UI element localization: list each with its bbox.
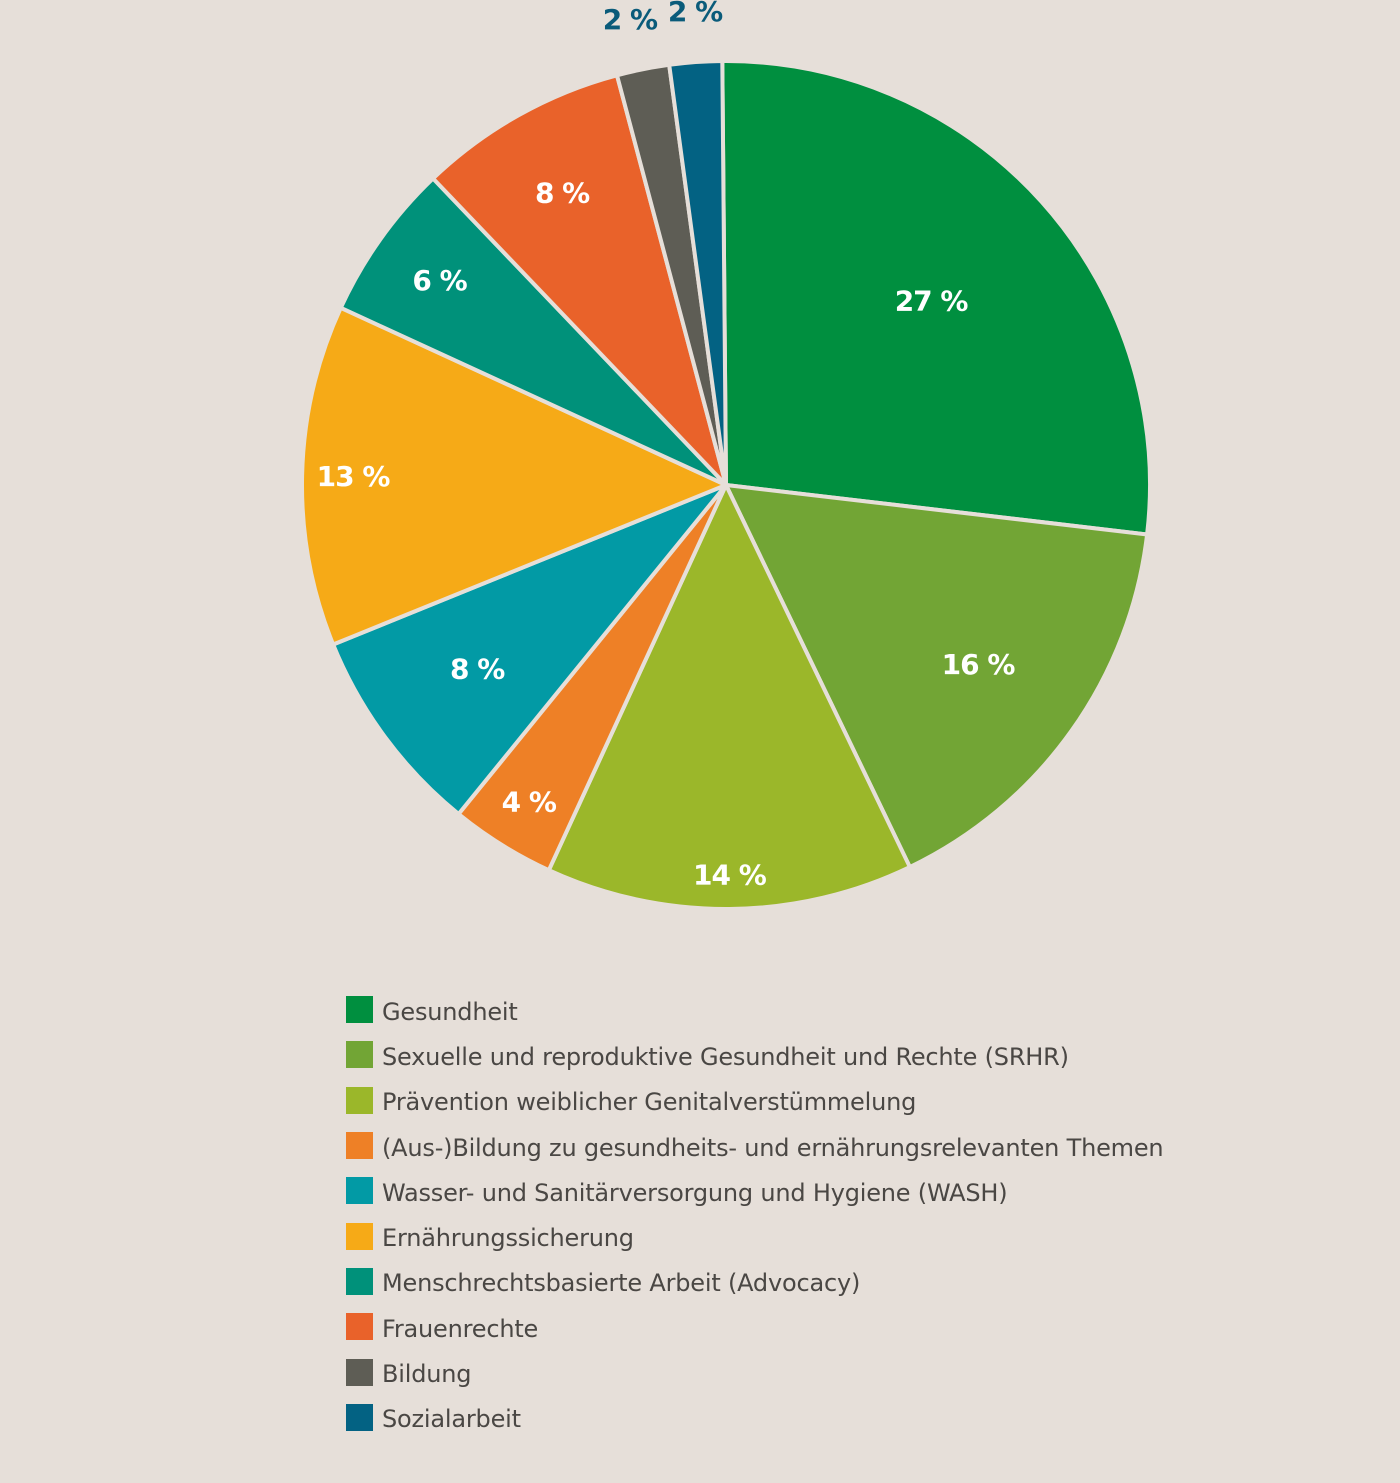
- pie-chart: 27 % 16 % 14 % 4 % 8 % 13 % 6 % 8 % 2 % 2 %: [299, 0, 1152, 911]
- legend-swatch: [346, 1222, 373, 1250]
- pie-slice-sexuelle-und-reproduktive-gesundheit-und-rechte-srhr: [724, 483, 1150, 870]
- legend-label: Menschrechtsbasierte Arbeit (Advocacy): [382, 1269, 861, 1298]
- slice-label-wasser-und-sanitaerversorgung-und-hygiene-wash: 8 %: [450, 653, 505, 686]
- legend-label: Wasser- und Sanitärversorgung und Hygien…: [382, 1178, 1008, 1207]
- slice-label-gesundheit: 27 %: [895, 284, 969, 317]
- legend-label: Sexuelle und reproduktive Gesundheit und…: [382, 1042, 1069, 1071]
- legend-item-frauenrechte: Frauenrechte: [346, 1306, 1163, 1351]
- pie-slice-praevention-weiblicher-genitalverstuemmelung: [546, 483, 912, 911]
- legend-item-sexuelle-und-reproduktive-gesundheit-und-rechte-srhr: Sexuelle und reproduktive Gesundheit und…: [346, 1034, 1163, 1079]
- legend-item-aus-bildung-zu-gesundheits-und-ernaehrungsrelevanten-themen: (Aus-)Bildung zu gesundheits- und ernähr…: [346, 1125, 1164, 1170]
- legend-label: Ernährungssicherung: [382, 1224, 634, 1253]
- slice-label-sozialarbeit: 2 %: [668, 0, 723, 28]
- legend-swatch: [346, 1041, 373, 1069]
- slice-label-ernaehrungssicherung: 13 %: [317, 460, 391, 493]
- legend-item-bildung: Bildung: [346, 1351, 1163, 1396]
- legend-label: (Aus-)Bildung zu gesundheits- und ernähr…: [382, 1133, 1164, 1162]
- pie-slice-menschrechtsbasierte-arbeit-advocacy: [338, 176, 728, 487]
- legend-item-ernaehrungssicherung: Ernährungssicherung: [346, 1215, 1163, 1260]
- slice-label-menschrechtsbasierte-arbeit-advocacy: 6 %: [412, 264, 467, 297]
- pie-slice-gesundheit: [720, 59, 1152, 537]
- legend-label: Bildung: [382, 1360, 472, 1389]
- legend-item-wasser-und-sanitaerversorgung-und-hygiene-wash: Wasser- und Sanitärversorgung und Hygien…: [346, 1170, 1163, 1215]
- pie-slice-frauenrechte: [431, 73, 728, 487]
- legend-swatch: [346, 1177, 373, 1205]
- legend-item-gesundheit: Gesundheit: [346, 989, 1163, 1034]
- pie-slice-wasser-und-sanitaerversorgung-und-hygiene-wash: [331, 483, 728, 817]
- legend-label: Sozialarbeit: [382, 1405, 521, 1434]
- pie-labels: 27 % 16 % 14 % 4 % 8 % 13 % 6 % 8 % 2 % 2 %: [317, 0, 1017, 892]
- legend-label: Gesundheit: [382, 997, 518, 1026]
- slice-label-frauenrechte: 8 %: [535, 176, 590, 209]
- pie-slices: [299, 59, 1152, 911]
- slice-label-bildung: 2 %: [603, 3, 658, 36]
- slice-label-praevention-weiblicher-genitalverstuemmelung: 14 %: [693, 859, 767, 892]
- legend-item-sozialarbeit: Sozialarbeit: [346, 1397, 1163, 1442]
- legend-item-menschrechtsbasierte-arbeit-advocacy: Menschrechtsbasierte Arbeit (Advocacy): [346, 1261, 1163, 1306]
- legend-swatch: [346, 1358, 373, 1386]
- slice-label-aus-bildung-zu-gesundheits-und-ernaehrungsrelevanten-themen: 4 %: [502, 785, 557, 818]
- legend-swatch: [346, 1313, 373, 1341]
- slice-label-sexuelle-und-reproduktive-gesundheit-und-rechte-srhr: 16 %: [942, 648, 1016, 681]
- legend-swatch: [346, 1132, 373, 1160]
- legend-swatch: [346, 1267, 373, 1295]
- legend: Gesundheit Sexuelle und reproduktive Gesu…: [346, 989, 1164, 1442]
- legend-swatch: [346, 996, 373, 1024]
- legend-label: Frauenrechte: [382, 1314, 539, 1343]
- pie-slice-sozialarbeit: [667, 59, 728, 487]
- legend-label: Prävention weiblicher Genitalverstümmelu…: [382, 1088, 917, 1117]
- legend-item-praevention-weiblicher-genitalverstuemmelung: Prävention weiblicher Genitalverstümmelu…: [346, 1080, 1163, 1125]
- legend-swatch: [346, 1403, 373, 1431]
- pie-slice-ernaehrungssicherung: [299, 305, 728, 647]
- legend-swatch: [346, 1086, 373, 1114]
